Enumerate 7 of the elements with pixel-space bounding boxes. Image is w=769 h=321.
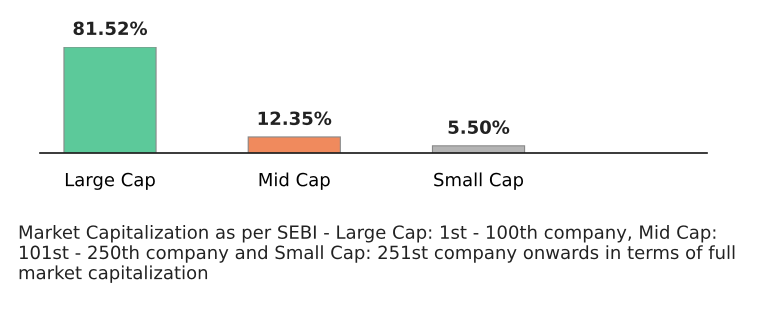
x-tick-label: Small Cap <box>434 172 524 190</box>
text: Market Capitalization as per SEBI - Large Cap: 1st - 100th company, Mid Cap: 101st - 250th company and Small Cap: 251st company onwards in terms of full market capitalization <box>20 225 734 283</box>
data-label: 12.35% <box>258 111 332 126</box>
data-label: 81.52% <box>74 22 148 36</box>
data-label: 5.50% <box>448 120 510 134</box>
x-tick-label: Mid Cap <box>260 172 330 190</box>
x-tick-label: Large Cap <box>66 172 155 190</box>
